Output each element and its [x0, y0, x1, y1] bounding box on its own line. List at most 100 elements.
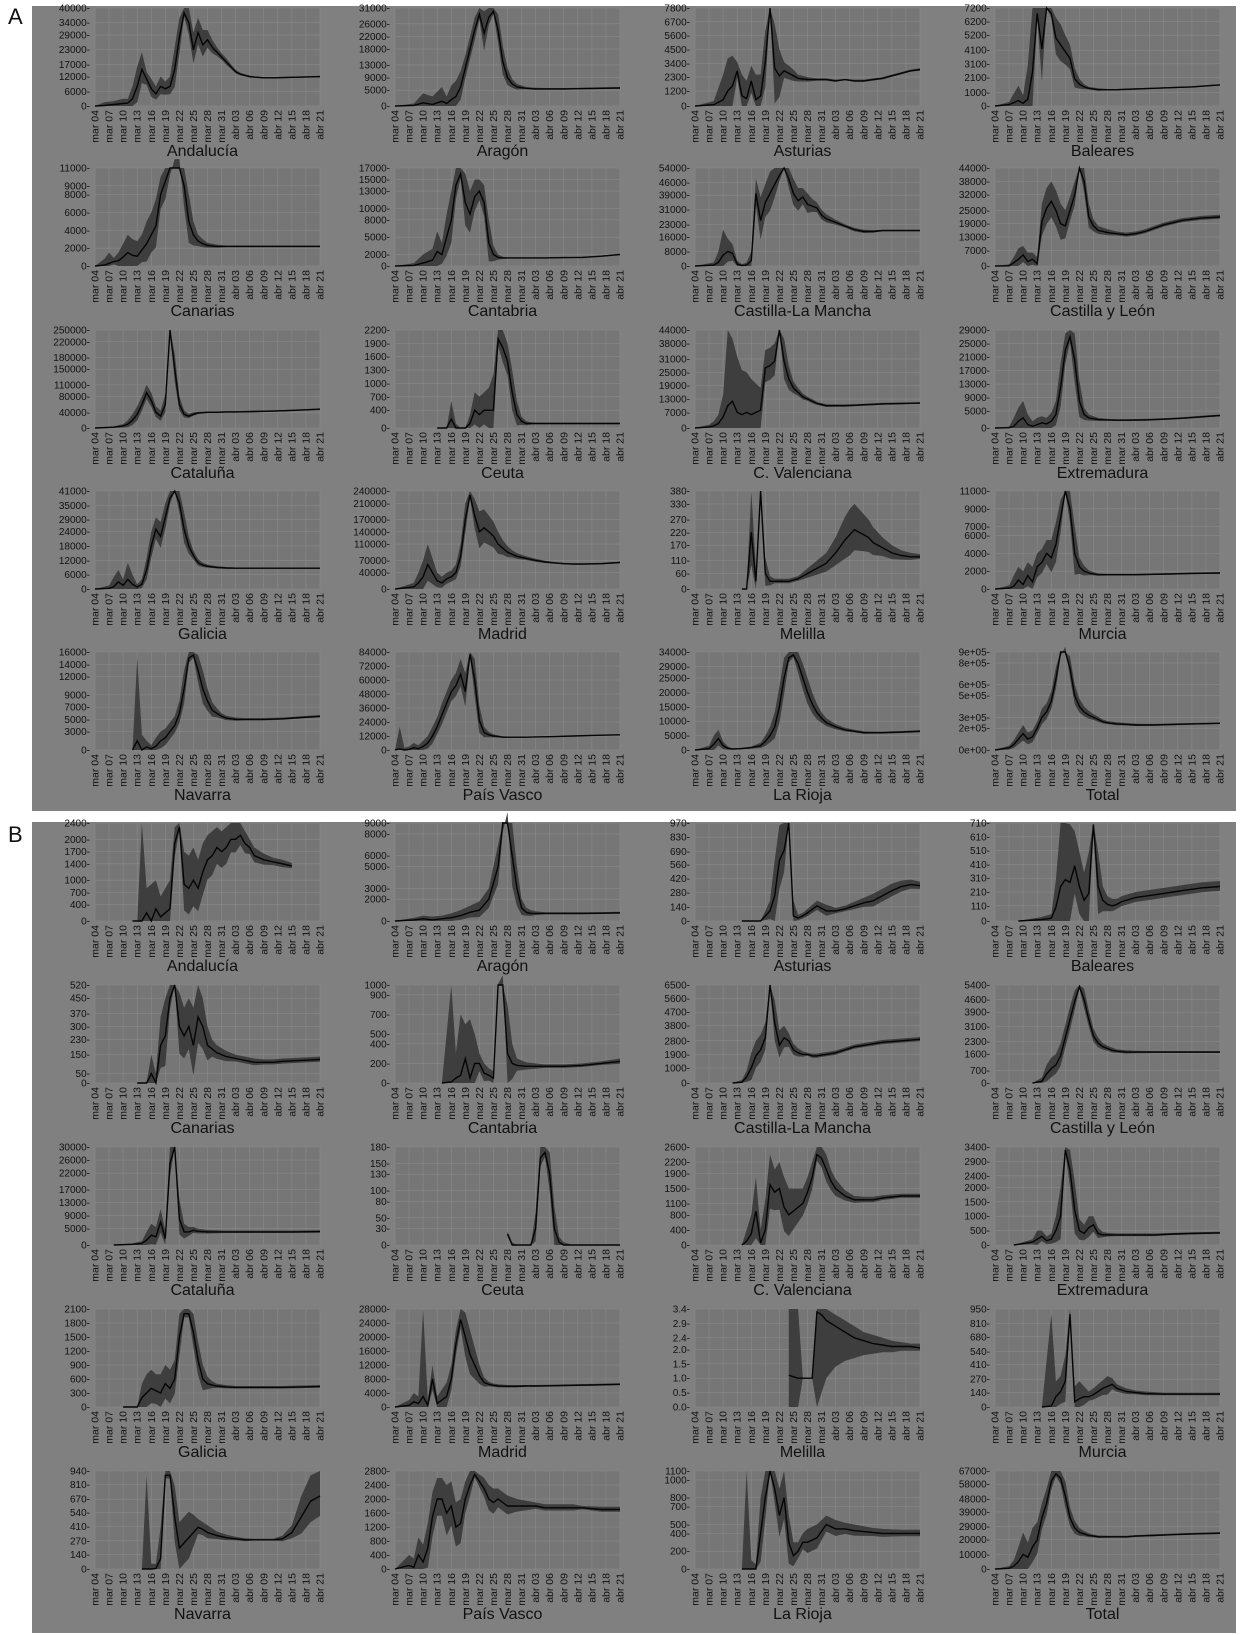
- x-tick-label: mar 07: [104, 925, 116, 958]
- x-tick-label: mar 10: [718, 110, 730, 143]
- x-tick-label: abr 12: [272, 1087, 284, 1117]
- x-tick-label: mar 04: [390, 1087, 402, 1120]
- x-tick-label: abr 18: [900, 270, 912, 300]
- x-tick-label: mar 10: [118, 925, 130, 958]
- x-tick-label: abr 12: [872, 1573, 884, 1603]
- y-tick-label: 110000-: [54, 380, 90, 391]
- x-tick-label: mar 28: [1102, 754, 1114, 787]
- y-tick-label: 17000-: [59, 60, 90, 71]
- y-tick-label: 0-: [681, 1079, 690, 1090]
- x-tick-label: abr 03: [1130, 270, 1142, 300]
- x-tick-label: abr 12: [572, 754, 584, 784]
- x-tick-label: abr 18: [600, 270, 612, 300]
- y-tick-label: 0-: [981, 1241, 990, 1252]
- x-tick-label: mar 16: [446, 1411, 458, 1444]
- x-tick-label: mar 04: [90, 1411, 102, 1444]
- x-tick-label: abr 15: [886, 593, 898, 623]
- x-tick-label: mar 22: [174, 110, 186, 143]
- y-tick-label: 800-: [670, 1210, 690, 1221]
- x-tick-label: mar 19: [460, 110, 472, 143]
- chart-title: Cataluña: [170, 1282, 234, 1299]
- y-tick-label: 110-: [671, 556, 690, 567]
- x-tick-label: abr 12: [272, 1249, 284, 1279]
- x-tick-label: abr 03: [830, 754, 842, 784]
- y-tick-label: 1600-: [364, 352, 390, 363]
- x-tick-label: mar 31: [816, 1573, 828, 1606]
- x-tick-label: mar 28: [502, 1573, 514, 1606]
- x-tick-label: abr 15: [1186, 270, 1198, 300]
- x-tick-label: mar 19: [760, 110, 772, 143]
- x-tick-label: mar 22: [474, 432, 486, 465]
- y-tick-label: 16000-: [359, 1347, 390, 1358]
- x-tick-label: abr 21: [915, 1573, 927, 1603]
- x-tick-label: abr 06: [244, 110, 256, 140]
- y-tick-label: 600-: [70, 1375, 90, 1386]
- x-tick-label: abr 03: [830, 1249, 842, 1279]
- chart-b-la-rioja: 0-200-400-500-700-800-1000-1100-mar 04 ma…: [664, 1467, 926, 1624]
- chart-a-pais-vasco: 0- 12000- 24000- 36000- 48000- 60000- 72000- 84…: [359, 648, 627, 805]
- y-tick-label: 0-: [81, 1241, 90, 1252]
- x-tick-label: mar 04: [690, 593, 702, 626]
- chart-a-andalucia: 0- 6000- 12000-17000- 23000- 29000-34000- 400…: [59, 4, 327, 161]
- chart-a-la-rioja: 0- 5000- 10000- 15000- 20000- 25000-29000- 340…: [659, 648, 927, 805]
- y-tick-label: 150-: [370, 1159, 390, 1170]
- x-tick-label: abr 06: [544, 754, 556, 784]
- x-tick-label: mar 07: [704, 432, 716, 465]
- y-tick-label: 5000-: [364, 233, 390, 244]
- x-tick-label: abr 09: [558, 1249, 570, 1279]
- y-tick-label: 40000-: [59, 4, 90, 15]
- x-tick-label: abr 18: [600, 1249, 612, 1279]
- x-tick-label: abr 06: [1144, 432, 1156, 462]
- x-tick-label: mar 13: [132, 1411, 144, 1444]
- y-tick-label: 34000-: [59, 18, 90, 29]
- x-tick-label: abr 21: [1215, 1087, 1227, 1117]
- y-tick-label: 420-: [670, 874, 690, 885]
- x-tick-label: mar 13: [132, 432, 144, 465]
- x-tick-label: mar 16: [1046, 593, 1058, 626]
- y-tick-label: 0-: [81, 585, 90, 596]
- chart-title: Aragón: [477, 143, 529, 160]
- x-tick-label: abr 15: [1186, 1249, 1198, 1279]
- x-tick-label: abr 18: [1200, 270, 1212, 300]
- x-tick-label: mar 19: [760, 1411, 772, 1444]
- y-tick-label: 5000-: [964, 407, 990, 418]
- x-tick-label: mar 28: [202, 432, 214, 465]
- y-tick-label: 690-: [670, 847, 690, 858]
- uncertainty-band: [741, 1471, 920, 1569]
- chart-title: Asturias: [774, 143, 832, 160]
- chart-a-cataluna: 0- 40000- 80000-110000- 150000-180000- 22000…: [53, 326, 326, 483]
- x-tick-label: mar 13: [432, 1573, 444, 1606]
- y-tick-label: 900-: [70, 1361, 90, 1372]
- x-tick-label: mar 16: [746, 110, 758, 143]
- x-tick-label: abr 15: [286, 1087, 298, 1117]
- y-tick-label: 1.0-: [673, 1374, 690, 1385]
- x-tick-label: mar 22: [1074, 270, 1086, 303]
- x-tick-label: mar 31: [1116, 1249, 1128, 1282]
- x-tick-label: abr 06: [844, 1411, 856, 1441]
- x-tick-label: mar 31: [516, 1087, 528, 1120]
- uncertainty-band: [1032, 985, 1220, 1083]
- x-tick-label: abr 03: [830, 593, 842, 623]
- chart-title: Baleares: [1071, 958, 1134, 975]
- series-line: [437, 336, 620, 429]
- x-tick-label: abr 09: [558, 593, 570, 623]
- y-tick-label: 35000-: [59, 501, 90, 512]
- x-tick-label: mar 13: [1032, 110, 1044, 143]
- y-tick-label: 5000-: [364, 86, 390, 97]
- y-tick-label: 0-: [81, 1079, 90, 1090]
- y-tick-label: 610-: [970, 832, 990, 843]
- y-tick-label: 810-: [970, 1319, 990, 1330]
- y-tick-label: 1200-: [664, 86, 690, 97]
- y-tick-label: 140-: [670, 902, 690, 913]
- x-tick-label: abr 06: [544, 925, 556, 955]
- x-tick-label: mar 19: [160, 925, 172, 958]
- x-tick-label: mar 28: [502, 1249, 514, 1282]
- x-tick-label: mar 13: [732, 1087, 744, 1120]
- x-tick-label: abr 18: [300, 270, 312, 300]
- y-tick-label: 7200-: [964, 4, 990, 15]
- y-tick-label: 28000-: [359, 1305, 390, 1316]
- x-tick-label: abr 15: [586, 754, 598, 784]
- x-tick-label: abr 15: [286, 1411, 298, 1441]
- x-tick-label: abr 09: [858, 270, 870, 300]
